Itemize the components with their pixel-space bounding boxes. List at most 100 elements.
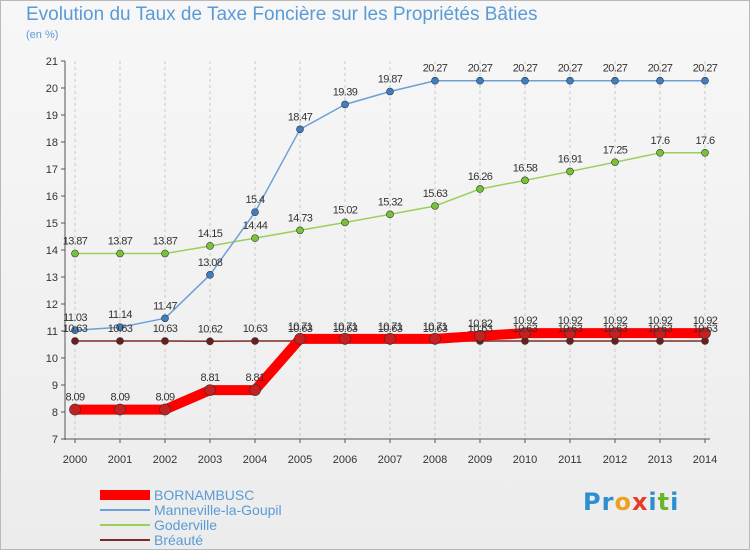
- data-point: [566, 167, 574, 176]
- data-label: 10.92: [693, 315, 718, 327]
- data-point: [566, 76, 574, 85]
- data-point: [204, 384, 216, 396]
- data-label: 13.87: [63, 236, 88, 248]
- y-tick-label: 9: [52, 380, 58, 392]
- data-label: 15.32: [378, 196, 403, 208]
- data-label: 11.47: [153, 300, 177, 312]
- legend-item: Goderville: [100, 517, 217, 533]
- data-label: 10.92: [513, 315, 538, 327]
- data-label: 8.09: [110, 392, 129, 404]
- y-tick-label: 7: [52, 434, 58, 446]
- data-point: [564, 327, 576, 339]
- data-label: 15.4: [245, 194, 264, 206]
- data-point: [251, 208, 259, 216]
- data-point: [71, 249, 79, 258]
- data-point: [699, 327, 711, 339]
- data-point: [701, 76, 709, 85]
- data-label: 10.63: [513, 323, 538, 335]
- x-tick-label: 2014: [693, 454, 717, 466]
- data-point: [431, 202, 439, 210]
- data-label: 20.27: [468, 63, 493, 75]
- legend-swatch: [100, 539, 150, 541]
- data-point: [611, 76, 619, 85]
- y-tick-label: 11: [47, 326, 58, 338]
- data-point: [611, 158, 619, 167]
- y-tick-label: 18: [46, 137, 58, 149]
- logo-letter: i: [670, 488, 680, 516]
- legend-swatch: [100, 524, 150, 526]
- x-tick-label: 2008: [423, 454, 447, 466]
- data-label: 10.92: [648, 315, 673, 327]
- data-point: [116, 337, 124, 345]
- data-label: 13.87: [153, 236, 178, 248]
- data-label: 10.63: [288, 323, 313, 335]
- data-label: 10.63: [108, 323, 133, 335]
- data-label: 20.27: [423, 63, 448, 75]
- data-label: 13.87: [108, 236, 133, 248]
- data-point: [116, 249, 124, 258]
- y-tick-label: 17: [46, 164, 58, 176]
- data-label: 13.08: [198, 257, 223, 269]
- data-point: [609, 327, 621, 339]
- x-tick-label: 2005: [288, 454, 312, 466]
- data-point: [161, 314, 169, 323]
- x-tick-label: 2011: [558, 454, 582, 466]
- data-point: [521, 176, 529, 185]
- data-label: 10.71: [333, 321, 358, 333]
- data-label: 17.6: [650, 135, 669, 147]
- x-tick-label: 2006: [333, 454, 357, 466]
- data-label: 10.82: [468, 318, 493, 330]
- proxiti-logo: Proxiti: [583, 488, 679, 516]
- y-tick-label: 16: [46, 191, 58, 203]
- y-tick-label: 15: [46, 218, 58, 230]
- data-label: 17.25: [603, 144, 628, 156]
- logo-letter: P: [583, 488, 602, 516]
- data-point: [654, 327, 666, 339]
- data-label: 10.62: [198, 323, 223, 335]
- data-label: 10.63: [423, 323, 448, 335]
- data-point: [386, 210, 394, 219]
- data-label: 10.63: [153, 323, 178, 335]
- logo-letter: i: [648, 488, 658, 516]
- data-label: 18.47: [288, 111, 313, 123]
- y-tick-label: 14: [46, 245, 58, 257]
- unit-label: (en %): [26, 29, 59, 41]
- x-tick-label: 2001: [108, 454, 132, 466]
- data-label: 15.63: [423, 188, 448, 200]
- legend-item: BORNAMBUSC: [100, 487, 254, 503]
- data-point: [116, 323, 124, 332]
- data-point: [294, 333, 306, 345]
- data-point: [206, 271, 214, 279]
- data-point: [521, 76, 529, 85]
- data-point: [249, 384, 261, 396]
- legend-item: Manneville-la-Goupil: [100, 502, 282, 518]
- data-point: [161, 249, 169, 258]
- data-point: [159, 403, 171, 416]
- x-tick-label: 2007: [378, 454, 402, 466]
- data-label: 8.09: [65, 392, 84, 404]
- data-point: [161, 337, 169, 345]
- legend-label: Manneville-la-Goupil: [154, 502, 282, 518]
- y-tick-label: 20: [46, 83, 58, 95]
- data-label: 10.63: [603, 323, 628, 335]
- data-point: [656, 149, 664, 157]
- data-point: [114, 403, 126, 416]
- x-tick-label: 2002: [153, 454, 177, 466]
- legend-label: Bréauté: [154, 532, 204, 548]
- data-label: 11.14: [108, 309, 132, 321]
- data-label: 10.63: [333, 323, 358, 335]
- data-label: 16.58: [513, 162, 538, 174]
- data-label: 10.63: [63, 323, 88, 335]
- data-point: [339, 333, 351, 345]
- data-point: [296, 226, 304, 235]
- data-point: [341, 218, 349, 227]
- data-point: [476, 76, 484, 85]
- data-label: 10.63: [468, 323, 493, 335]
- x-tick-label: 2010: [513, 454, 537, 466]
- data-point: [296, 125, 304, 134]
- data-point: [476, 185, 484, 193]
- legend-label: BORNAMBUSC: [154, 487, 255, 503]
- data-label: 20.27: [513, 63, 538, 75]
- data-label: 16.91: [558, 153, 583, 165]
